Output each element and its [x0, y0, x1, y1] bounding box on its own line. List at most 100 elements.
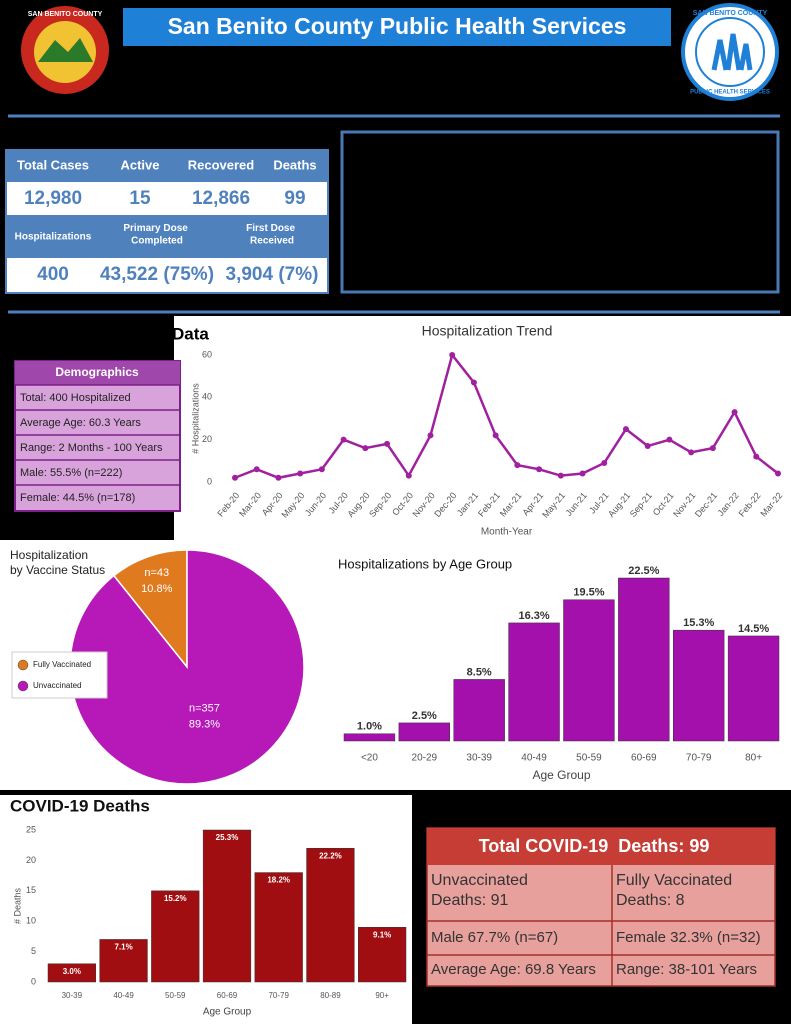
y-axis-label: # Hospitalizations	[190, 383, 200, 454]
x-tick-label: 80-89	[320, 991, 341, 1000]
point	[318, 466, 325, 473]
point	[362, 445, 369, 452]
bar	[254, 872, 303, 983]
bar	[508, 622, 560, 742]
stat-value: 12,980	[24, 188, 82, 209]
x-axis-label: Month-Year	[481, 527, 533, 538]
bar	[673, 629, 725, 742]
chart-title: Hospitalizations by Age Group	[338, 556, 512, 571]
point	[405, 472, 412, 479]
text-line: Fully Vaccinated	[616, 872, 737, 889]
stat-header: Recovered	[188, 157, 255, 172]
x-tick-label: 30-39	[466, 753, 492, 764]
stat-header: Hospitalizations	[15, 232, 92, 243]
deaths-cell: Male 67.7% (n=67)	[431, 929, 558, 946]
health-logo-top: SAN BENITO COUNTY	[693, 10, 768, 17]
text-line: Primary Dose	[123, 223, 190, 234]
x-tick-label: 40-49	[113, 991, 134, 1000]
text-line: Completed	[131, 235, 183, 246]
value-label: 14.5%	[738, 623, 769, 635]
legend-label: Fully Vaccinated	[33, 660, 91, 669]
stat-header: Active	[120, 157, 159, 172]
value-label: 22.5%	[628, 565, 659, 577]
deaths-cell: Fully Vaccinated Deaths: 8	[616, 872, 737, 909]
stats-header-row	[6, 150, 328, 182]
slice-share: 10.8%	[141, 583, 172, 595]
bar	[151, 890, 200, 983]
point	[709, 445, 716, 452]
text-line: Received	[250, 235, 294, 246]
legend-swatch	[17, 659, 29, 671]
value-label: 19.5%	[573, 587, 604, 599]
text-line: Deaths: 91	[431, 892, 508, 909]
demographics-title: Demographics	[55, 365, 139, 379]
chart-title: Hospitalization Trend	[422, 323, 553, 339]
bar	[99, 939, 148, 983]
demographics-row: Male: 55.5% (n=222)	[20, 467, 122, 479]
point	[340, 436, 347, 443]
percent-label: 18.2%	[267, 876, 290, 885]
point	[427, 432, 434, 439]
page-title: San Benito County Public Health Services	[168, 13, 627, 39]
x-axis-label: Age Group	[532, 768, 590, 782]
value-label: 15.3%	[683, 617, 714, 629]
point	[622, 426, 629, 433]
point	[275, 474, 282, 481]
header-bar	[123, 8, 671, 46]
slice-label: n=43	[144, 567, 169, 579]
percent-label: 3.0%	[63, 967, 81, 976]
y-tick-label: 40	[202, 392, 212, 402]
point	[557, 472, 564, 479]
point	[232, 474, 238, 481]
county-logo-text: SAN BENITO COUNTY	[28, 11, 103, 18]
slice-label: n=357	[189, 703, 220, 715]
stat-header: First Dose Received	[246, 223, 298, 247]
x-axis-label: Age Group	[203, 1007, 252, 1018]
x-tick-label: 80+	[745, 753, 762, 764]
bar	[202, 829, 252, 983]
bar	[563, 599, 615, 742]
y-tick-label: 5	[31, 946, 36, 956]
chart-title: COVID-19 Deaths	[10, 796, 150, 815]
point	[470, 379, 477, 386]
percent-label: 25.3%	[216, 833, 239, 842]
y-tick-label: 20	[26, 855, 36, 865]
point	[449, 352, 456, 358]
value-label: 1.0%	[357, 721, 382, 733]
bar	[343, 733, 396, 742]
point	[775, 470, 781, 477]
county-logo-hills	[38, 38, 93, 62]
slice-share: 89.3%	[189, 719, 220, 731]
demographics-row: Range: 2 Months - 100 Years	[20, 442, 163, 454]
stat-value: 43,522 (75%)	[100, 264, 214, 285]
health-logo-people	[711, 33, 753, 71]
x-tick-label: 40-49	[521, 753, 547, 764]
percent-label: 15.2%	[164, 894, 187, 903]
point	[753, 453, 760, 460]
stats-header-row	[6, 215, 328, 258]
x-tick-label: 30-39	[62, 991, 83, 1000]
chart-title: Hospitalization by Vaccine Status	[10, 548, 105, 577]
x-tick-label: 50-59	[576, 753, 602, 764]
bar	[306, 847, 355, 983]
y-tick-label: 60	[202, 349, 212, 359]
deaths-cell: Unvaccinated Deaths: 91	[431, 872, 532, 909]
legend	[11, 651, 108, 699]
y-tick-label: 25	[26, 824, 36, 834]
demographics-row: Average Age: 60.3 Years	[20, 417, 141, 429]
deaths-table-header	[427, 828, 775, 865]
text-line: First Dose	[246, 223, 298, 234]
point	[536, 466, 543, 473]
point	[601, 459, 608, 466]
percent-label: 22.2%	[319, 851, 342, 860]
y-axis-label: # Deaths	[12, 887, 22, 924]
bar	[358, 927, 407, 983]
text-line: by Vaccine Status	[10, 563, 105, 577]
demographics-row: Female: 44.5% (n=178)	[20, 492, 135, 504]
section-label: Data	[172, 324, 209, 343]
trend-panel	[174, 316, 791, 540]
health-logo-bottom: PUBLIC HEALTH SERVICES	[690, 90, 770, 96]
text-line: Hospitalization	[10, 548, 91, 562]
empty-panel	[340, 130, 780, 294]
